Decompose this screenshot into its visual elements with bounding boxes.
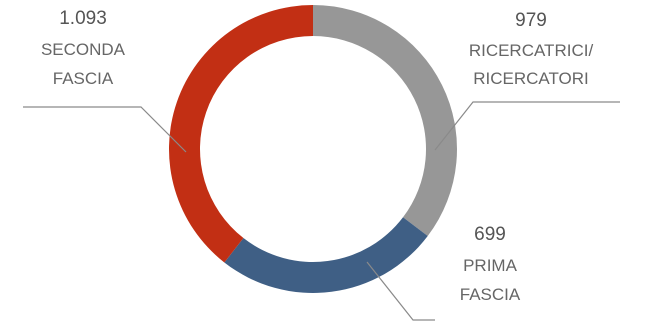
slice-ricercatori: [313, 5, 457, 237]
category-label-ricercatori-line1: RICERCATRICI/: [469, 41, 594, 60]
value-label-prima-fascia: 699: [474, 224, 506, 245]
slice-seconda-fascia: [169, 5, 313, 263]
leader-line-ricercatori: [434, 101, 620, 151]
leader-line-prima-fascia: [366, 261, 435, 321]
category-label-seconda-fascia-line2: FASCIA: [53, 69, 114, 88]
category-label-prima-fascia-line1: PRIMA: [463, 256, 518, 275]
leader-line-seconda-fascia: [23, 106, 187, 153]
value-label-ricercatori: 979: [515, 10, 547, 31]
category-label-ricercatori-line2: RICERCATORI: [473, 69, 589, 88]
category-label-prima-fascia-line2: FASCIA: [460, 285, 521, 304]
value-label-seconda-fascia: 1.093: [59, 8, 107, 29]
donut-ring: [169, 5, 457, 293]
slice-prima-fascia: [224, 217, 428, 293]
category-label-seconda-fascia-line1: SECONDA: [41, 40, 126, 59]
